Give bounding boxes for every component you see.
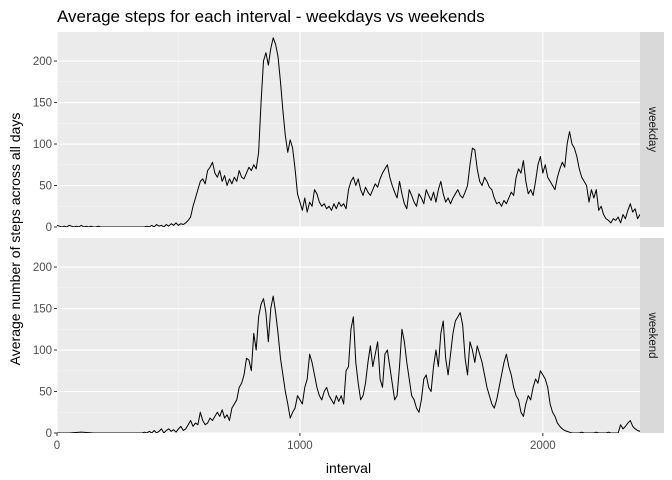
y-tick-label: 0 [46, 222, 52, 234]
facet-strip-label: weekend [646, 311, 658, 358]
series-line-weekday [57, 37, 640, 227]
x-tick-label: 1000 [287, 440, 313, 452]
x-tick-label: 2000 [530, 440, 556, 452]
y-tick-label: 150 [33, 304, 52, 316]
y-tick-label: 50 [39, 181, 52, 193]
facet-strip-label: weekday [646, 106, 658, 153]
y-tick-label: 150 [33, 98, 52, 110]
facet-panel-weekend: 0 50 100 150 200 weekend [33, 238, 664, 440]
series-line-weekend [57, 295, 640, 433]
x-axis-title: interval [326, 460, 371, 476]
facet-strip-weekend [640, 238, 664, 433]
y-tick-label: 100 [33, 139, 52, 151]
y-tick-label: 50 [39, 387, 52, 399]
y-tick-label: 100 [33, 345, 52, 357]
y-tick-label: 200 [33, 262, 52, 274]
y-tick-label: 200 [33, 56, 52, 68]
facet-panel-weekday: 0 50 100 150 200 weekday [33, 32, 664, 234]
x-tick-label: 0 [54, 440, 60, 452]
chart-title: Average steps for each interval - weekda… [57, 7, 485, 26]
facet-strip-weekday [640, 32, 664, 227]
y-tick-label: 0 [46, 428, 52, 440]
y-axis-title: Average number of steps across all days [7, 113, 23, 366]
